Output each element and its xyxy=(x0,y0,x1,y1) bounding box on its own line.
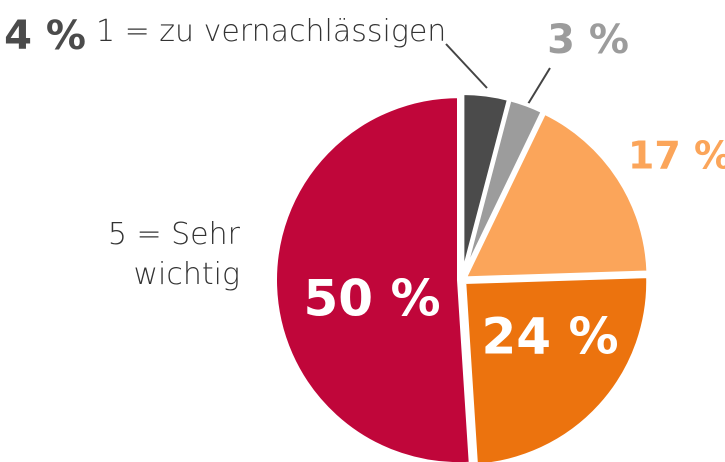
category-label: 5 = Sehr wichtig xyxy=(107,217,240,292)
pie-slice xyxy=(272,94,473,462)
leader-line xyxy=(527,67,551,105)
pie-slice xyxy=(462,274,651,462)
category-label: 1 = zu vernachlässigen xyxy=(96,14,447,49)
value-label: 24 % xyxy=(481,308,618,366)
value-label: 4 % xyxy=(4,13,86,59)
leader-line xyxy=(445,43,488,89)
value-label: 17 % xyxy=(628,134,725,178)
value-label: 3 % xyxy=(547,17,629,63)
value-label: 50 % xyxy=(303,270,440,328)
pie-slice xyxy=(461,109,651,281)
